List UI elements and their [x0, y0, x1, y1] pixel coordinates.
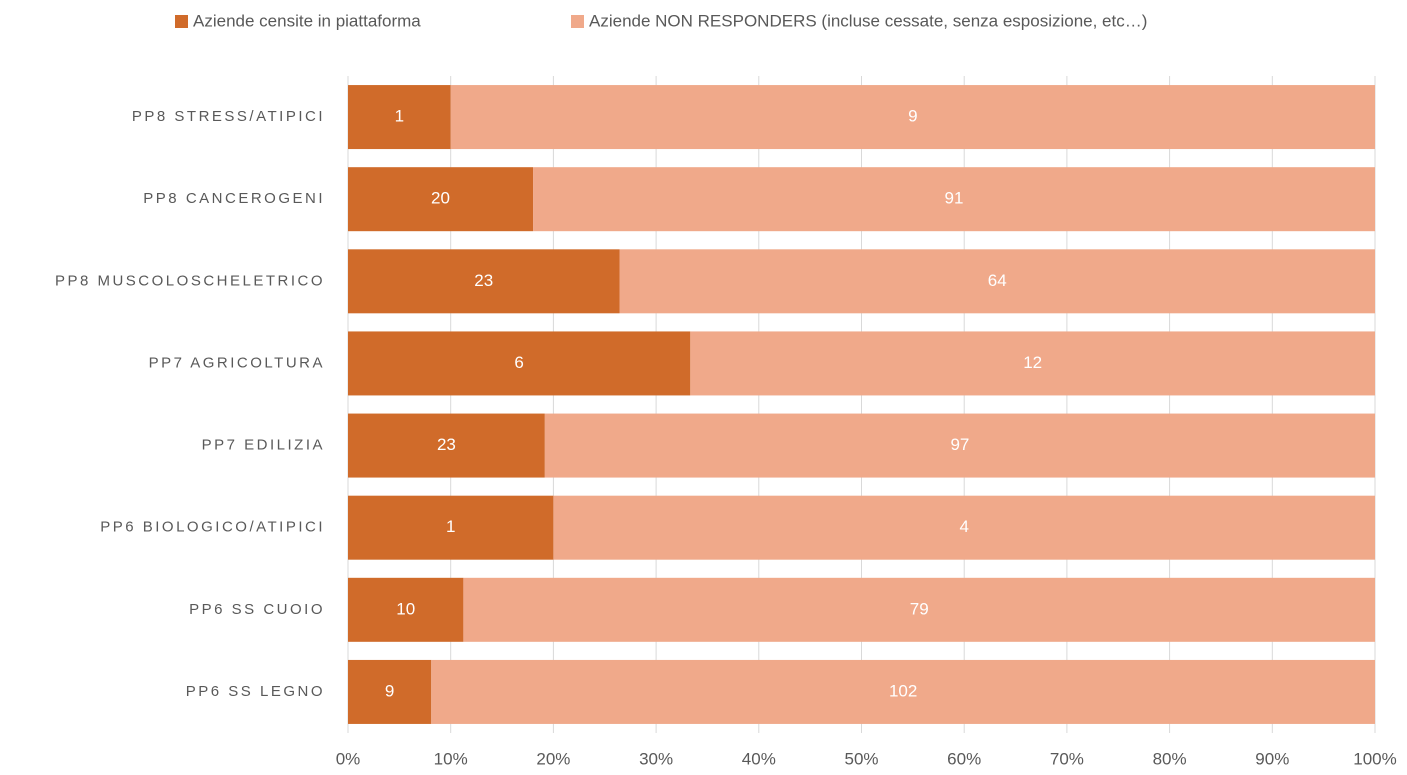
data-label: 97: [950, 435, 969, 454]
bar-segment: [619, 249, 1375, 314]
x-tick-label: 50%: [844, 749, 878, 768]
data-label: 23: [437, 435, 456, 454]
data-label: 10: [396, 599, 415, 618]
data-label: 1: [446, 517, 455, 536]
x-tick-label: 30%: [639, 749, 673, 768]
bar-segment: [690, 331, 1375, 396]
category-label: PP6 BIOLOGICO/ATIPICI: [100, 519, 325, 536]
data-label: 12: [1023, 353, 1042, 372]
category-label: PP8 CANCEROGENI: [143, 190, 325, 207]
bar-segment: [463, 577, 1375, 642]
bar-segment: [348, 249, 620, 314]
bar-segment: [348, 577, 464, 642]
bar-segment: [553, 495, 1375, 560]
legend-swatch: [571, 15, 584, 28]
category-label: PP6 SS CUOIO: [189, 601, 325, 618]
category-label: PP8 STRESS/ATIPICI: [132, 108, 325, 125]
data-label: 64: [988, 271, 1007, 290]
x-tick-label: 10%: [434, 749, 468, 768]
legend-swatch: [175, 15, 188, 28]
data-label: 6: [514, 353, 523, 372]
bar-segment: [544, 413, 1375, 478]
legend-label: Aziende censite in piattaforma: [193, 11, 421, 30]
category-label: PP7 EDILIZIA: [202, 437, 325, 454]
bar-segment: [450, 85, 1375, 150]
bar-segment: [348, 167, 534, 232]
data-label: 9: [385, 681, 394, 700]
data-label: 20: [431, 189, 450, 208]
data-label: 23: [474, 271, 493, 290]
data-label: 91: [945, 189, 964, 208]
x-tick-label: 80%: [1153, 749, 1187, 768]
bar-segment: [348, 413, 545, 478]
x-tick-label: 90%: [1255, 749, 1289, 768]
x-tick-label: 0%: [336, 749, 361, 768]
bar-segment: [348, 659, 432, 724]
data-label: 102: [889, 681, 917, 700]
x-tick-label: 70%: [1050, 749, 1084, 768]
bar-segment: [431, 659, 1375, 724]
bar-segment: [533, 167, 1375, 232]
x-tick-label: 60%: [947, 749, 981, 768]
data-label: 1: [395, 107, 404, 126]
x-tick-label: 40%: [742, 749, 776, 768]
bar-segment: [348, 495, 554, 560]
category-label: PP7 AGRICOLTURA: [149, 354, 325, 371]
x-tick-label: 100%: [1353, 749, 1396, 768]
bar-segment: [348, 85, 451, 150]
data-label: 9: [908, 107, 917, 126]
legend-label: Aziende NON RESPONDERS (incluse cessate,…: [589, 11, 1147, 30]
bar-segment: [348, 331, 691, 396]
x-tick-label: 20%: [536, 749, 570, 768]
category-label: PP6 SS LEGNO: [186, 683, 325, 700]
data-label: 4: [959, 517, 968, 536]
data-label: 79: [910, 599, 929, 618]
category-label: PP8 MUSCOLOSCHELETRICO: [55, 272, 325, 289]
